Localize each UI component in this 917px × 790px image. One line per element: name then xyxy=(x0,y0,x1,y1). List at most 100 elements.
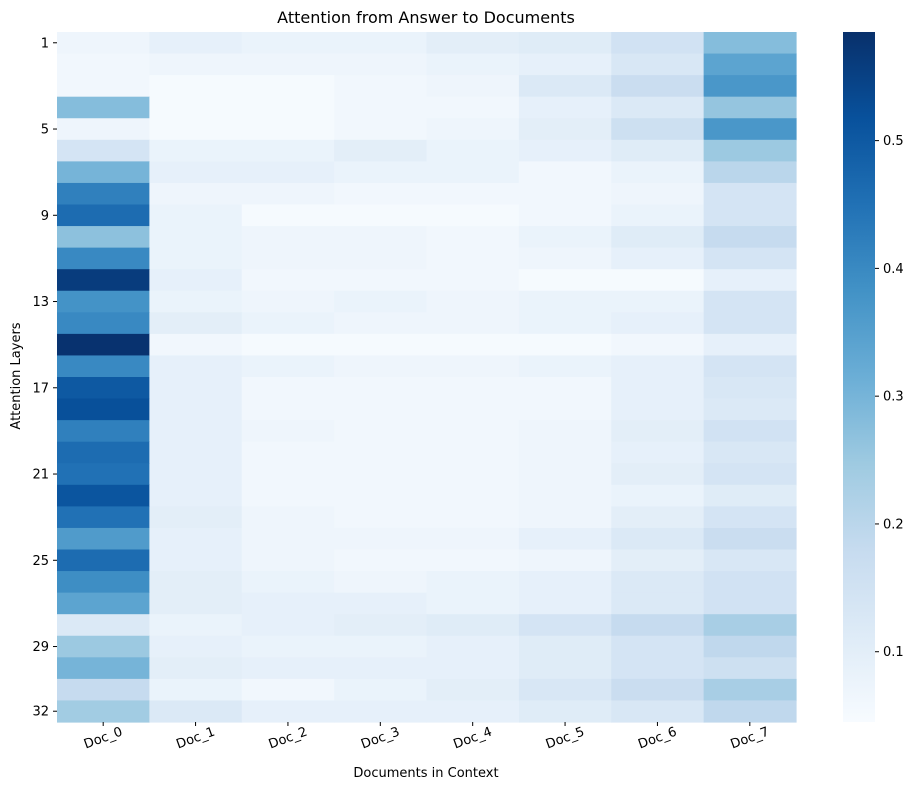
heatmap-cell xyxy=(334,32,428,55)
heatmap-cell xyxy=(149,75,243,98)
heatmap-cell xyxy=(241,549,335,572)
heatmap-cell xyxy=(149,118,243,141)
heatmap-cell xyxy=(334,204,428,227)
heatmap-cell xyxy=(703,463,797,486)
heatmap-cell xyxy=(611,204,705,227)
colorbar-tick-label: 0.4 xyxy=(883,262,904,277)
heatmap-cell xyxy=(703,549,797,572)
heatmap-cell xyxy=(426,635,520,658)
heatmap-cell xyxy=(241,463,335,486)
y-axis-ticks: 1 5 9 13 17 21 25 29 32 xyxy=(32,36,57,720)
heatmap-cell xyxy=(518,269,612,292)
heatmap-cell xyxy=(426,678,520,702)
heatmap-cell xyxy=(518,571,612,594)
heatmap-cell xyxy=(703,484,797,507)
heatmap-cell xyxy=(518,355,612,378)
heatmap-cell xyxy=(334,635,428,658)
heatmap-cell xyxy=(611,226,705,249)
heatmap-cell xyxy=(149,355,243,378)
heatmap-cell xyxy=(241,96,335,119)
heatmap-cell xyxy=(334,506,428,529)
heatmap-cell xyxy=(611,247,705,270)
y-tick-label: 1 xyxy=(41,36,49,51)
heatmap-cell xyxy=(57,182,150,206)
heatmap-cell xyxy=(334,247,428,270)
heatmap-cell xyxy=(426,139,520,162)
heatmap-cell xyxy=(518,182,612,206)
y-tick-label: 25 xyxy=(32,554,49,569)
heatmap-cell xyxy=(149,377,243,400)
heatmap-cell xyxy=(703,614,797,637)
heatmap-cell xyxy=(703,700,797,723)
heatmap-cell xyxy=(57,312,150,335)
heatmap-cell xyxy=(703,247,797,270)
heatmap-cell xyxy=(241,161,335,184)
heatmap-cell xyxy=(57,527,150,551)
heatmap-cell xyxy=(611,549,705,572)
heatmap-cell xyxy=(149,333,243,357)
heatmap-cell xyxy=(57,161,150,184)
heatmap-cell xyxy=(611,592,705,615)
heatmap-cell xyxy=(426,53,520,76)
heatmap-cell xyxy=(149,635,243,658)
heatmap-cell xyxy=(334,678,428,702)
heatmap-cell xyxy=(518,333,612,357)
heatmap-cell xyxy=(334,139,428,162)
heatmap-cell xyxy=(426,506,520,529)
heatmap-cell xyxy=(57,484,150,507)
heatmap-cell xyxy=(241,506,335,529)
heatmap-cell xyxy=(57,139,150,162)
heatmap-cell xyxy=(334,269,428,292)
heatmap-cell xyxy=(149,398,243,421)
x-axis-ticks: Doc_0 Doc_1 Doc_2 Doc_3 Doc_4 Doc_5 Doc_6 Doc_7 xyxy=(82,722,771,752)
heatmap-cell xyxy=(611,527,705,551)
heatmap-cell xyxy=(518,118,612,141)
x-tick-label: Doc_3 xyxy=(359,725,402,753)
heatmap-cell xyxy=(611,700,705,723)
heatmap-cell xyxy=(611,75,705,98)
heatmap-cell xyxy=(518,96,612,119)
heatmap-cell xyxy=(57,53,150,76)
heatmap-cell xyxy=(611,312,705,335)
heatmap-cell xyxy=(149,226,243,249)
heatmap-cell xyxy=(334,420,428,443)
heatmap-cell xyxy=(241,635,335,658)
heatmap-cell xyxy=(334,355,428,378)
heatmap-cell xyxy=(149,312,243,335)
heatmap-cell xyxy=(703,506,797,529)
heatmap-cell xyxy=(241,75,335,98)
x-axis-label: Documents in Context xyxy=(353,766,498,781)
heatmap-cell xyxy=(334,571,428,594)
heatmap-cell xyxy=(611,161,705,184)
heatmap-cell xyxy=(611,96,705,119)
heatmap-cell xyxy=(334,398,428,421)
heatmap-cell xyxy=(149,53,243,76)
heatmap-cell xyxy=(149,441,243,464)
heatmap-cell xyxy=(149,678,243,702)
heatmap-cell xyxy=(149,592,243,615)
heatmap-cell xyxy=(426,571,520,594)
heatmap-cell xyxy=(57,32,150,55)
heatmap-cell xyxy=(57,657,150,680)
heatmap-cell xyxy=(611,657,705,680)
heatmap-cell xyxy=(518,247,612,270)
heatmap-cell xyxy=(334,118,428,141)
heatmap-cell xyxy=(57,355,150,378)
colorbar-tick-label: 0.1 xyxy=(883,645,904,660)
heatmap-cell xyxy=(426,204,520,227)
heatmap-cells xyxy=(57,32,797,723)
heatmap-cell xyxy=(611,506,705,529)
heatmap-cell xyxy=(518,484,612,507)
heatmap-cell xyxy=(703,657,797,680)
heatmap-cell xyxy=(241,269,335,292)
heatmap-cell xyxy=(426,463,520,486)
heatmap-cell xyxy=(426,377,520,400)
heatmap-cell xyxy=(426,657,520,680)
heatmap-cell xyxy=(611,290,705,313)
x-tick-label: Doc_1 xyxy=(174,725,217,753)
heatmap-cell xyxy=(518,441,612,464)
heatmap-cell xyxy=(703,75,797,98)
heatmap-cell xyxy=(518,592,612,615)
heatmap-cell xyxy=(703,571,797,594)
heatmap-cell xyxy=(241,420,335,443)
